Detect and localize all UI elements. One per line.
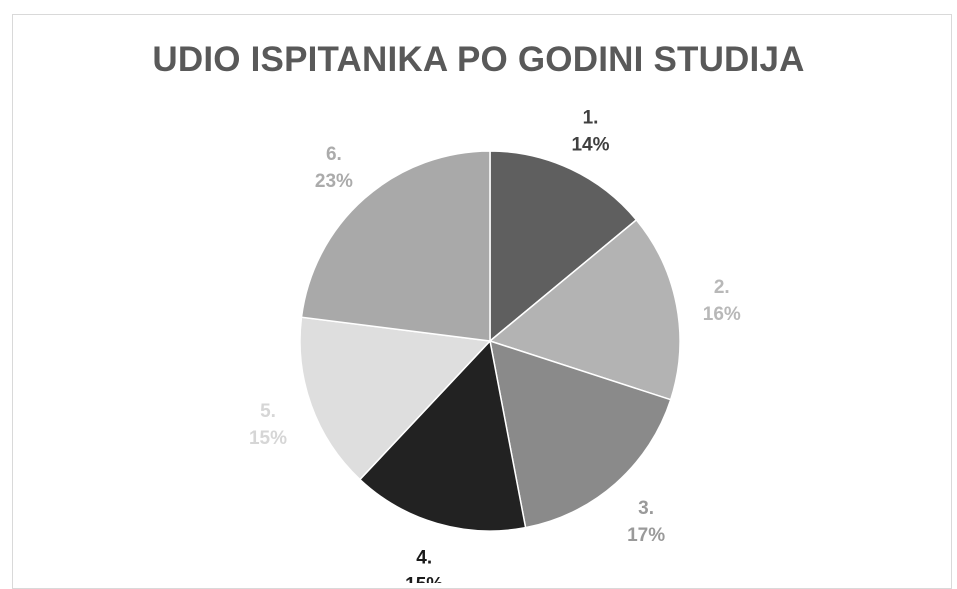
category-label-6: 6. xyxy=(326,144,342,165)
pie-slice-5 xyxy=(299,316,492,481)
data-label-6: 6. 23% xyxy=(315,144,353,192)
percent-label-6: 23% xyxy=(315,171,353,192)
percent-label-5: 15% xyxy=(249,428,287,449)
data-label-1: 1. 14% xyxy=(571,108,609,156)
category-label-4: 4. xyxy=(416,548,432,569)
percent-label-2: 16% xyxy=(703,304,741,325)
category-label-1: 1. xyxy=(583,108,599,129)
category-label-3: 3. xyxy=(638,498,654,519)
data-label-3: 3. 17% xyxy=(627,498,665,546)
category-label-5: 5. xyxy=(260,401,276,422)
pie-slice-2 xyxy=(488,218,681,401)
pie-slice-3 xyxy=(489,339,672,529)
chart-title: UDIO ISPITANIKA PO GODINI STUDIJA xyxy=(152,40,805,79)
pie-slice-1 xyxy=(489,150,638,343)
data-label-5: 5. 15% xyxy=(249,401,287,449)
pie-slice-6 xyxy=(300,150,491,342)
pie-slice-4 xyxy=(358,339,527,532)
category-label-2: 2. xyxy=(714,277,730,298)
percent-label-4: 15% xyxy=(405,575,443,583)
percent-label-1: 14% xyxy=(571,135,609,156)
percent-label-3: 17% xyxy=(627,525,665,546)
data-label-2: 2. 16% xyxy=(703,277,741,325)
pie-labels: 1.14%2.16%3.17%4.15%5.15%6.23% xyxy=(249,108,741,584)
data-label-4: 4. 15% xyxy=(405,548,443,583)
pie-slices xyxy=(299,150,681,532)
